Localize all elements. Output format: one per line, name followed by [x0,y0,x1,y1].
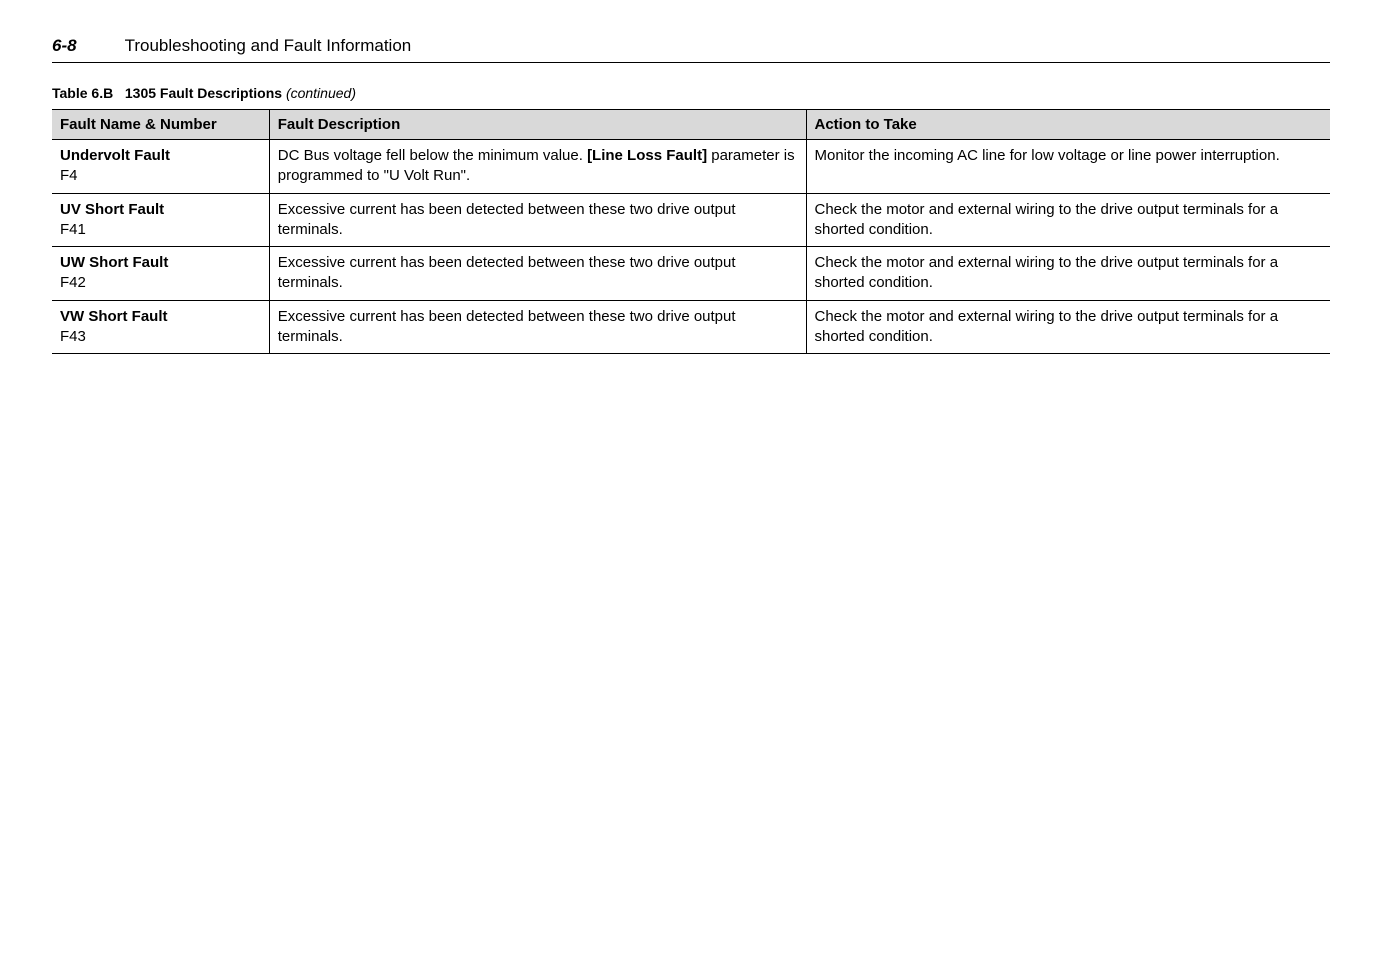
caption-title: 1305 Fault Descriptions [125,85,282,101]
section-title: Troubleshooting and Fault Information [125,36,412,56]
table-row: UV Short Fault F41 Excessive current has… [52,193,1330,247]
col-header-desc: Fault Description [269,110,806,140]
table-row: VW Short Fault F43 Excessive current has… [52,300,1330,354]
desc-pre: DC Bus voltage fell below the minimum va… [278,147,587,164]
fault-code: F41 [60,221,86,238]
col-header-name: Fault Name & Number [52,110,269,140]
table-row: UW Short Fault F42 Excessive current has… [52,247,1330,301]
fault-desc-cell: Excessive current has been detected betw… [269,300,806,354]
fault-action-cell: Check the motor and external wiring to t… [806,300,1330,354]
desc-pre: Excessive current has been detected betw… [278,201,736,238]
fault-desc-cell: Excessive current has been detected betw… [269,193,806,247]
table-row: Undervolt Fault F4 DC Bus voltage fell b… [52,140,1330,194]
table-caption: Table 6.B 1305 Fault Descriptions (conti… [52,85,1330,101]
fault-name-cell: UV Short Fault F41 [52,193,269,247]
page-number: 6-8 [52,36,77,56]
fault-name: UW Short Fault [60,254,168,271]
fault-action-cell: Check the motor and external wiring to t… [806,193,1330,247]
fault-code: F4 [60,167,78,184]
desc-pre: Excessive current has been detected betw… [278,308,736,345]
page-header: 6-8 Troubleshooting and Fault Informatio… [52,36,1330,63]
fault-name: Undervolt Fault [60,147,170,164]
caption-note: (continued) [286,85,356,101]
fault-action-cell: Check the motor and external wiring to t… [806,247,1330,301]
fault-name-cell: UW Short Fault F42 [52,247,269,301]
fault-name-cell: Undervolt Fault F4 [52,140,269,194]
table-header-row: Fault Name & Number Fault Description Ac… [52,110,1330,140]
col-header-action: Action to Take [806,110,1330,140]
desc-bold: [Line Loss Fault] [587,147,707,164]
fault-name: UV Short Fault [60,201,164,218]
fault-desc-cell: Excessive current has been detected betw… [269,247,806,301]
fault-name: VW Short Fault [60,308,168,325]
desc-pre: Excessive current has been detected betw… [278,254,736,291]
fault-desc-cell: DC Bus voltage fell below the minimum va… [269,140,806,194]
caption-label: Table 6.B [52,85,113,101]
fault-descriptions-table: Fault Name & Number Fault Description Ac… [52,109,1330,354]
fault-code: F42 [60,274,86,291]
fault-name-cell: VW Short Fault F43 [52,300,269,354]
fault-code: F43 [60,328,86,345]
fault-action-cell: Monitor the incoming AC line for low vol… [806,140,1330,194]
